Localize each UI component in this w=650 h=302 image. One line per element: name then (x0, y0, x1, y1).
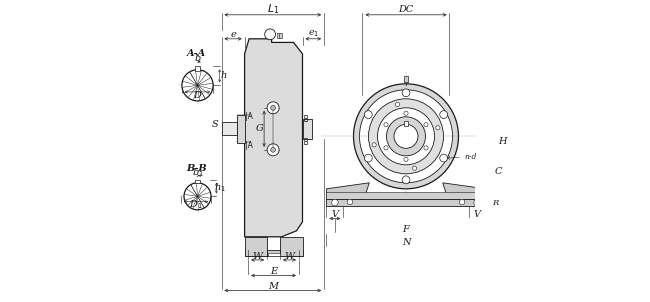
Bar (277, 34, 280, 38)
Text: $L_1$: $L_1$ (266, 2, 279, 16)
Circle shape (404, 157, 408, 162)
Text: S: S (211, 120, 218, 129)
Circle shape (267, 144, 279, 156)
Text: W: W (253, 252, 263, 261)
Text: C: C (495, 167, 502, 175)
Circle shape (347, 199, 352, 205)
Circle shape (402, 89, 410, 97)
Circle shape (404, 111, 408, 115)
Circle shape (365, 111, 372, 118)
Bar (280, 237, 302, 256)
Bar (326, 192, 486, 199)
Bar (237, 114, 244, 143)
Circle shape (424, 146, 428, 150)
Bar (326, 199, 486, 206)
Text: |B: |B (301, 138, 309, 147)
Text: V: V (332, 210, 339, 219)
Text: A-A: A-A (187, 49, 205, 58)
Circle shape (402, 176, 410, 184)
Text: N: N (402, 238, 410, 247)
Circle shape (182, 70, 213, 101)
Circle shape (440, 154, 448, 162)
Bar (195, 180, 200, 183)
Bar (279, 34, 282, 38)
Circle shape (413, 166, 417, 170)
Bar (222, 122, 237, 135)
Bar (302, 119, 312, 139)
Text: |A: |A (245, 141, 253, 150)
Circle shape (359, 90, 452, 183)
Circle shape (265, 29, 276, 40)
Circle shape (424, 123, 428, 127)
Bar (244, 250, 302, 256)
Circle shape (270, 105, 276, 110)
Text: V: V (474, 210, 480, 219)
Text: E: E (270, 267, 277, 276)
Circle shape (387, 117, 426, 156)
Text: |A: |A (245, 112, 253, 121)
Circle shape (394, 124, 418, 148)
Circle shape (332, 199, 338, 206)
Text: b: b (194, 54, 201, 63)
Text: |B: |B (301, 115, 309, 124)
Bar (404, 121, 408, 126)
Circle shape (267, 102, 279, 114)
Circle shape (384, 146, 388, 150)
Polygon shape (443, 183, 486, 199)
Circle shape (369, 99, 443, 174)
Circle shape (460, 199, 465, 205)
Text: h$_1$: h$_1$ (214, 182, 226, 194)
Circle shape (365, 154, 372, 162)
Text: D$_1$: D$_1$ (189, 198, 203, 211)
Text: DC: DC (398, 5, 413, 14)
Bar (404, 76, 408, 82)
Circle shape (436, 126, 440, 130)
Text: R: R (492, 199, 498, 207)
Bar (268, 253, 280, 256)
Text: b$_1$: b$_1$ (192, 166, 203, 179)
Circle shape (184, 183, 211, 210)
Text: e$_1$: e$_1$ (307, 29, 319, 40)
Text: e: e (230, 30, 236, 39)
Polygon shape (244, 39, 302, 237)
Circle shape (395, 102, 400, 107)
Circle shape (384, 123, 388, 127)
Circle shape (270, 147, 276, 152)
Bar (195, 66, 200, 71)
Text: B-B: B-B (187, 164, 207, 173)
Circle shape (378, 108, 434, 165)
Text: G: G (256, 124, 264, 133)
Text: D: D (194, 91, 202, 100)
Bar (244, 237, 267, 256)
Circle shape (440, 111, 448, 118)
Text: M: M (268, 281, 278, 291)
Text: W: W (285, 252, 294, 261)
Circle shape (474, 199, 480, 206)
Text: H: H (499, 137, 507, 146)
Text: F: F (402, 225, 410, 234)
Polygon shape (326, 183, 369, 199)
Text: n-d: n-d (447, 153, 477, 161)
Circle shape (354, 84, 458, 189)
Text: h: h (221, 71, 227, 80)
Circle shape (372, 143, 376, 147)
